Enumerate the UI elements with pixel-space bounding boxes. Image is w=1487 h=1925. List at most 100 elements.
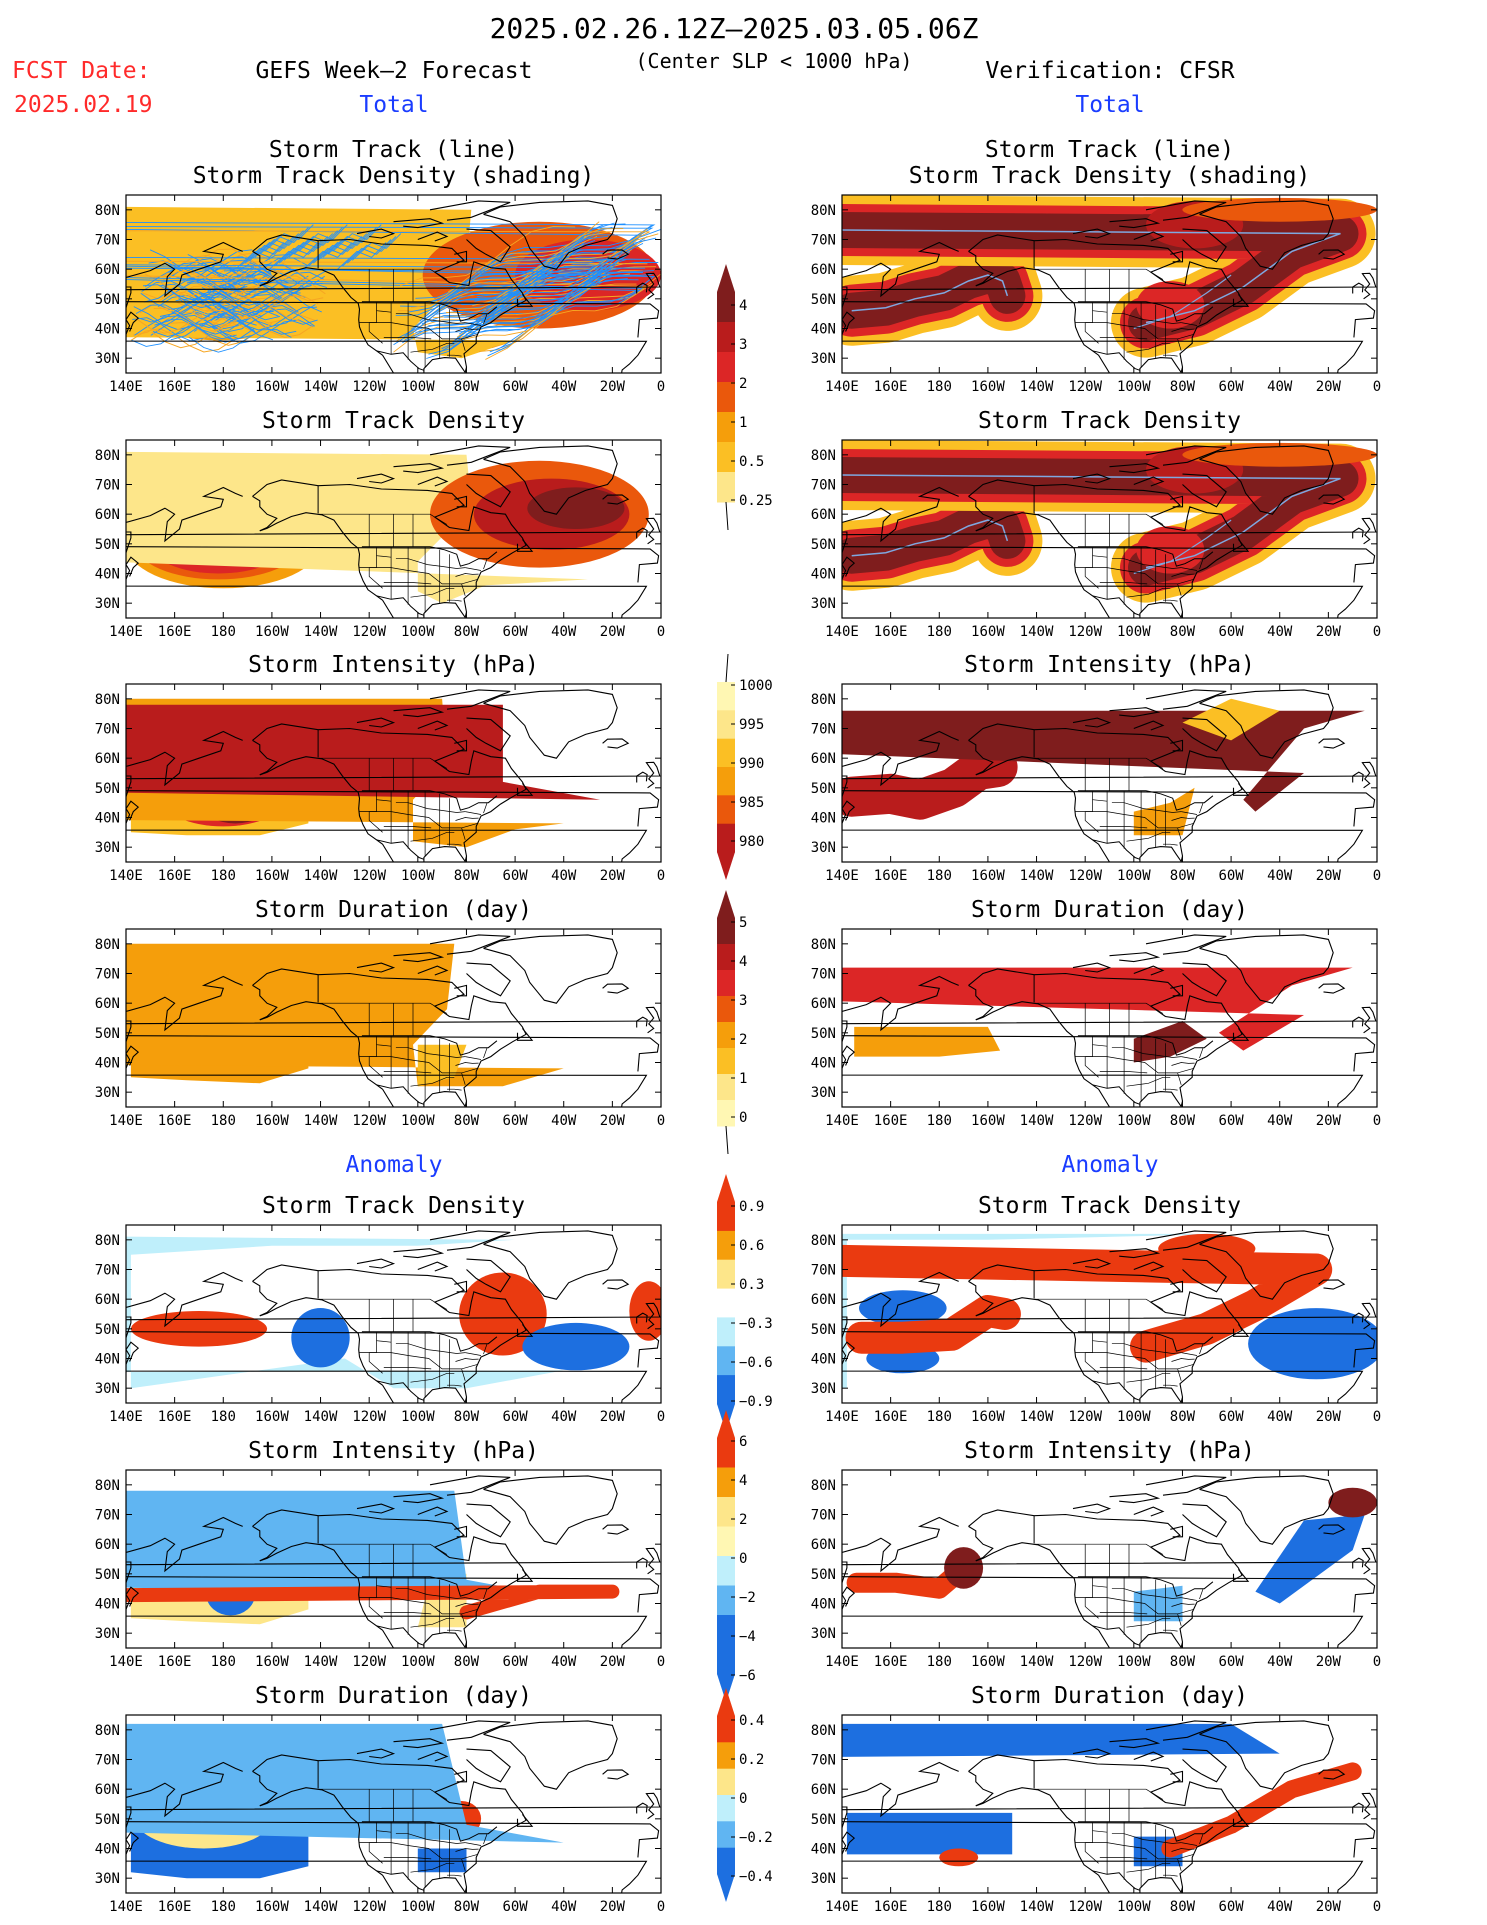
lon-tick-label: 140W <box>1020 1654 1054 1670</box>
lat-tick-label: 50N <box>811 1026 836 1042</box>
lon-tick-label: 140E <box>825 1113 859 1129</box>
lon-tick-label: 160E <box>158 379 192 395</box>
lon-tick-label: 60W <box>1218 379 1244 395</box>
map-panel: Storm Track (line)Storm Track Density (s… <box>95 137 666 395</box>
lon-tick-label: 40W <box>1267 624 1293 640</box>
lat-tick-label: 60N <box>95 751 120 767</box>
lat-tick-label: 50N <box>811 781 836 797</box>
lat-tick-label: 80N <box>95 448 120 464</box>
lon-tick-label: 180 <box>211 868 236 884</box>
lat-tick-label: 80N <box>95 203 120 219</box>
lon-tick-label: 120W <box>352 1654 386 1670</box>
lon-tick-label: 160W <box>255 1654 289 1670</box>
colorbar-label: 4 <box>739 954 747 970</box>
lat-tick-label: 60N <box>811 1537 836 1553</box>
lat-tick-label: 80N <box>811 448 836 464</box>
lon-tick-label: 100W <box>401 624 435 640</box>
lon-tick-label: 120W <box>352 1409 386 1425</box>
lon-tick-label: 160E <box>158 1113 192 1129</box>
lat-tick-label: 80N <box>95 1233 120 1249</box>
lon-tick-label: 80W <box>1170 1899 1196 1915</box>
lon-tick-label: 140E <box>825 1899 859 1915</box>
panel-title: Storm Track (line) <box>269 137 518 163</box>
lat-tick-label: 60N <box>95 996 120 1012</box>
map-panel: Storm Track Density 80N 70N 60N 50N 40N 30N 140… <box>811 408 1382 640</box>
lon-tick-label: 120W <box>352 1113 386 1129</box>
lon-tick-label: 40W <box>1267 1409 1293 1425</box>
lon-tick-label: 140E <box>109 1113 143 1129</box>
lon-tick-label: 0 <box>657 1899 665 1915</box>
lon-tick-label: 40W <box>551 868 577 884</box>
panel-title: Storm Track Density (shading) <box>909 163 1311 189</box>
lon-tick-label: 120W <box>1068 1409 1102 1425</box>
lon-tick-label: 120W <box>1068 1654 1102 1670</box>
lon-tick-label: 140W <box>304 1113 338 1129</box>
lon-tick-label: 140E <box>109 1654 143 1670</box>
lon-tick-label: 100W <box>1117 379 1151 395</box>
lon-tick-label: 160W <box>255 379 289 395</box>
lat-tick-label: 50N <box>811 292 836 308</box>
lat-tick-label: 60N <box>95 1782 120 1798</box>
colorbar-label: 0.3 <box>739 1277 764 1293</box>
map-panel: Storm Duration (day) 80N 70N 60N 50N 40N 30N 14… <box>811 897 1382 1129</box>
lon-tick-label: 120W <box>1068 624 1102 640</box>
colorbar-label: 3 <box>739 993 747 1009</box>
lon-tick-label: 40W <box>551 1899 577 1915</box>
lon-tick-label: 160E <box>158 1409 192 1425</box>
lat-tick-label: 70N <box>95 233 120 249</box>
lat-tick-label: 50N <box>95 537 120 553</box>
lat-tick-label: 70N <box>811 478 836 494</box>
lat-tick-label: 70N <box>95 478 120 494</box>
lon-tick-label: 20W <box>1316 1409 1342 1425</box>
lon-tick-label: 140W <box>304 624 338 640</box>
lat-tick-label: 40N <box>95 567 120 583</box>
lon-tick-label: 180 <box>927 1654 952 1670</box>
colorbar-label: 0.4 <box>739 1713 764 1729</box>
lon-tick-label: 140E <box>825 379 859 395</box>
lon-tick-label: 160E <box>874 1409 908 1425</box>
lat-tick-label: 60N <box>811 1782 836 1798</box>
lat-tick-label: 40N <box>95 811 120 827</box>
colorbar-label: 1000 <box>739 678 773 694</box>
lon-tick-label: 120W <box>352 868 386 884</box>
lon-tick-label: 20W <box>600 868 626 884</box>
lon-tick-label: 60W <box>1218 1899 1244 1915</box>
lat-tick-label: 60N <box>811 1292 836 1308</box>
lon-tick-label: 40W <box>551 379 577 395</box>
colorbar-label: −0.2 <box>739 1830 773 1846</box>
lat-tick-label: 30N <box>95 840 120 856</box>
panel-title: Storm Duration (day) <box>255 897 532 923</box>
lon-tick-label: 60W <box>1218 624 1244 640</box>
lon-tick-label: 0 <box>657 379 665 395</box>
lon-tick-label: 0 <box>1373 1899 1381 1915</box>
lon-tick-label: 160E <box>874 379 908 395</box>
lat-tick-label: 60N <box>811 996 836 1012</box>
lat-tick-label: 50N <box>95 781 120 797</box>
lat-tick-label: 40N <box>95 1597 120 1613</box>
lon-tick-label: 140W <box>1020 1113 1054 1129</box>
colorbar-label: 0 <box>739 1110 747 1126</box>
panel-title: Storm Track Density <box>262 408 525 434</box>
lon-tick-label: 160E <box>158 868 192 884</box>
lon-tick-label: 80W <box>1170 868 1196 884</box>
lon-tick-label: 0 <box>1373 1654 1381 1670</box>
lat-tick-label: 40N <box>811 322 836 338</box>
lon-tick-label: 160W <box>971 1899 1005 1915</box>
lon-tick-label: 80W <box>454 379 480 395</box>
colorbar-label: −2 <box>739 1590 756 1606</box>
lon-tick-label: 0 <box>657 1113 665 1129</box>
lon-tick-label: 180 <box>927 1113 952 1129</box>
lon-tick-label: 100W <box>1117 1409 1151 1425</box>
map-panel: Storm Track Density 80N 70N 60N 50N 40N 30N 140… <box>95 1193 666 1425</box>
lon-tick-label: 140W <box>304 1409 338 1425</box>
lat-tick-label: 50N <box>95 1322 120 1338</box>
lon-tick-label: 100W <box>401 1654 435 1670</box>
gefs-title: GEFS Week–2 Forecast <box>256 58 533 84</box>
lat-tick-label: 80N <box>811 937 836 953</box>
lon-tick-label: 160E <box>874 624 908 640</box>
lon-tick-label: 160E <box>874 1654 908 1670</box>
colorbar-label: 6 <box>739 1434 747 1450</box>
map-panel: Storm Track (line)Storm Track Density (s… <box>811 137 1382 395</box>
lon-tick-label: 100W <box>401 1409 435 1425</box>
panel-title: Storm Track Density <box>978 1193 1241 1219</box>
